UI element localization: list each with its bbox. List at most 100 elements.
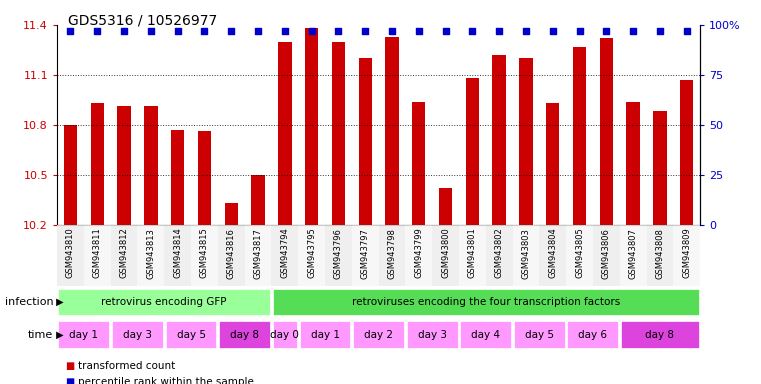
Text: day 1: day 1 <box>310 329 339 340</box>
Point <box>680 28 693 34</box>
Bar <box>680 80 693 225</box>
Bar <box>568 321 619 348</box>
Text: ■: ■ <box>65 377 74 384</box>
Text: GSM943806: GSM943806 <box>602 228 611 278</box>
Point <box>225 28 237 34</box>
Bar <box>513 225 540 286</box>
Bar <box>573 46 586 225</box>
Text: ▶: ▶ <box>53 329 64 340</box>
Bar <box>412 101 425 225</box>
Bar <box>432 225 459 286</box>
Text: day 1: day 1 <box>69 329 98 340</box>
Point <box>305 28 317 34</box>
Bar <box>673 225 700 286</box>
Bar <box>219 321 270 348</box>
Point <box>279 28 291 34</box>
Bar <box>486 225 513 286</box>
Bar <box>406 225 432 286</box>
Point <box>199 28 211 34</box>
Bar <box>540 225 566 286</box>
Text: ▶: ▶ <box>53 297 64 307</box>
Bar <box>272 225 298 286</box>
Bar <box>621 321 699 348</box>
Text: GSM943813: GSM943813 <box>146 228 155 278</box>
Text: retroviruses encoding the four transcription factors: retroviruses encoding the four transcrip… <box>352 297 620 307</box>
Text: GSM943807: GSM943807 <box>629 228 638 278</box>
Bar <box>244 225 272 286</box>
Text: day 3: day 3 <box>123 329 152 340</box>
Bar <box>619 225 647 286</box>
Text: transformed count: transformed count <box>78 361 176 371</box>
Text: GSM943799: GSM943799 <box>414 228 423 278</box>
Point <box>574 28 586 34</box>
Bar <box>84 225 110 286</box>
Text: day 8: day 8 <box>645 329 674 340</box>
Point <box>91 28 103 34</box>
Bar <box>353 321 404 348</box>
Text: GSM943796: GSM943796 <box>334 228 343 278</box>
Point <box>359 28 371 34</box>
Bar <box>385 36 399 225</box>
Text: GSM943809: GSM943809 <box>682 228 691 278</box>
Bar <box>546 103 559 225</box>
Bar <box>117 106 131 225</box>
Point <box>386 28 398 34</box>
Text: GSM943803: GSM943803 <box>521 228 530 278</box>
Text: percentile rank within the sample: percentile rank within the sample <box>78 377 254 384</box>
Text: GSM943817: GSM943817 <box>253 228 263 278</box>
Bar <box>459 225 486 286</box>
Text: GSM943811: GSM943811 <box>93 228 102 278</box>
Bar <box>519 58 533 225</box>
Bar <box>332 41 345 225</box>
Text: GSM943805: GSM943805 <box>575 228 584 278</box>
Text: day 5: day 5 <box>525 329 554 340</box>
Text: GSM943801: GSM943801 <box>468 228 477 278</box>
Point <box>627 28 639 34</box>
Point <box>171 28 183 34</box>
Text: GSM943810: GSM943810 <box>66 228 75 278</box>
Point <box>493 28 505 34</box>
Point <box>145 28 157 34</box>
Text: GSM943797: GSM943797 <box>361 228 370 278</box>
Text: GSM943815: GSM943815 <box>200 228 209 278</box>
Bar <box>460 321 511 348</box>
Bar <box>218 225 244 286</box>
Bar <box>171 130 184 225</box>
Bar <box>272 289 699 315</box>
Bar <box>358 58 372 225</box>
Text: GSM943814: GSM943814 <box>174 228 182 278</box>
Bar <box>64 125 77 225</box>
Text: retrovirus encoding GFP: retrovirus encoding GFP <box>101 297 227 307</box>
Text: GSM943798: GSM943798 <box>387 228 396 278</box>
Text: time: time <box>28 329 53 340</box>
Text: day 4: day 4 <box>471 329 500 340</box>
Bar <box>300 321 351 348</box>
Bar <box>514 321 565 348</box>
Point <box>654 28 666 34</box>
Bar <box>647 225 673 286</box>
Bar <box>112 321 163 348</box>
Text: GSM943802: GSM943802 <box>495 228 504 278</box>
Bar <box>110 225 138 286</box>
Text: day 3: day 3 <box>418 329 447 340</box>
Bar <box>138 225 164 286</box>
Bar <box>492 55 506 225</box>
Text: GSM943808: GSM943808 <box>655 228 664 278</box>
Point <box>520 28 532 34</box>
Bar <box>352 225 378 286</box>
Bar <box>406 321 457 348</box>
Bar <box>59 321 110 348</box>
Text: GDS5316 / 10526977: GDS5316 / 10526977 <box>68 13 218 27</box>
Bar <box>298 225 325 286</box>
Bar <box>272 321 297 348</box>
Point <box>546 28 559 34</box>
Point <box>466 28 479 34</box>
Bar <box>164 225 191 286</box>
Bar <box>626 101 640 225</box>
Text: day 6: day 6 <box>578 329 607 340</box>
Text: GSM943795: GSM943795 <box>307 228 316 278</box>
Bar <box>439 188 452 225</box>
Text: day 5: day 5 <box>177 329 205 340</box>
Text: day 8: day 8 <box>230 329 260 340</box>
Bar <box>653 111 667 225</box>
